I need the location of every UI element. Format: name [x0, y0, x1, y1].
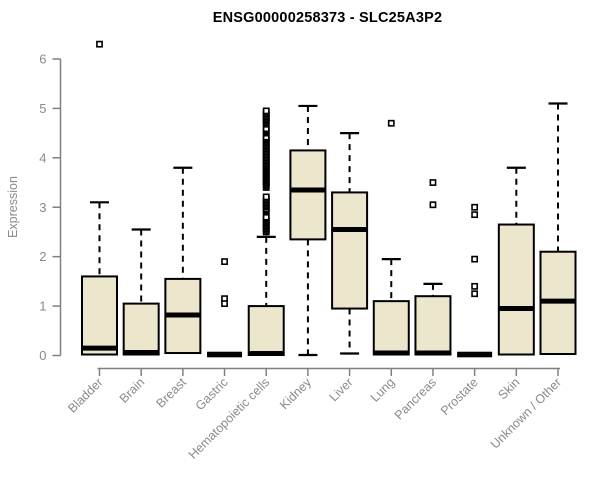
- outlier-point: [471, 211, 479, 219]
- boxplot-prostate: [457, 203, 493, 358]
- box-rect: [372, 300, 410, 356]
- x-tick-label-pancreas: Pancreas: [392, 375, 439, 422]
- boxplot-bladder: [81, 40, 118, 356]
- box-rect: [81, 275, 118, 356]
- outlier-point: [471, 203, 479, 211]
- outlier-point: [221, 300, 228, 308]
- outlier-point: [96, 40, 103, 48]
- boxplot-skin: [497, 166, 535, 356]
- outlier-point: [429, 179, 437, 186]
- outlier-point: [471, 290, 479, 298]
- flat-box: [207, 351, 243, 358]
- flat-box: [457, 351, 493, 358]
- outlier-point: [262, 107, 270, 115]
- boxplot-hematopoietic-cells: [247, 107, 285, 357]
- boxplot-lung: [372, 119, 410, 356]
- y-tick-label: 1: [39, 299, 46, 314]
- x-tick-label-breast: Breast: [154, 375, 190, 411]
- box-rect: [289, 149, 327, 241]
- box-rect: [331, 191, 369, 310]
- outlier-point: [471, 282, 479, 290]
- x-tick-label-prostate: Prostate: [438, 375, 481, 418]
- x-tick-label-gastric: Gastric: [193, 375, 231, 413]
- y-axis-title: Expression: [6, 176, 20, 238]
- outlier-point: [262, 193, 270, 201]
- outlier-point: [471, 255, 479, 263]
- x-tick-label-unknown-other: Unknown / Other: [488, 375, 564, 451]
- boxplot-pancreas: [414, 179, 452, 356]
- x-tick-label-kidney: Kidney: [277, 375, 314, 412]
- x-tick-label-bladder: Bladder: [65, 375, 105, 415]
- outlier-point: [221, 258, 228, 266]
- boxplot-kidney: [289, 104, 327, 357]
- y-tick-label: 2: [39, 249, 46, 264]
- boxplot-unknown-other: [539, 102, 577, 356]
- box-rect: [247, 305, 285, 357]
- y-tick-label: 3: [39, 200, 46, 215]
- outlier-point: [387, 119, 395, 127]
- x-tick-label-brain: Brain: [117, 375, 148, 406]
- box-rect: [122, 302, 160, 356]
- y-tick-label: 5: [39, 101, 46, 116]
- boxplot-brain: [122, 228, 160, 356]
- boxplot-liver: [331, 132, 369, 355]
- x-tick-label-hematopoietic-cells: Hematopoietic cells: [186, 375, 273, 462]
- boxplot-gastric: [207, 258, 243, 358]
- x-tick-label-skin: Skin: [495, 375, 522, 402]
- box-rect: [414, 295, 452, 356]
- y-tick-label: 4: [39, 150, 46, 165]
- y-tick-label: 6: [39, 52, 46, 67]
- y-tick-label: 0: [39, 348, 46, 363]
- chart-title: ENSG00000258373 - SLC25A3P2: [212, 10, 443, 26]
- box-rect: [497, 223, 535, 356]
- boxplot-breast: [164, 166, 202, 355]
- x-tick-label-lung: Lung: [368, 375, 398, 405]
- x-tick-label-liver: Liver: [327, 375, 356, 404]
- outlier-point: [429, 201, 437, 209]
